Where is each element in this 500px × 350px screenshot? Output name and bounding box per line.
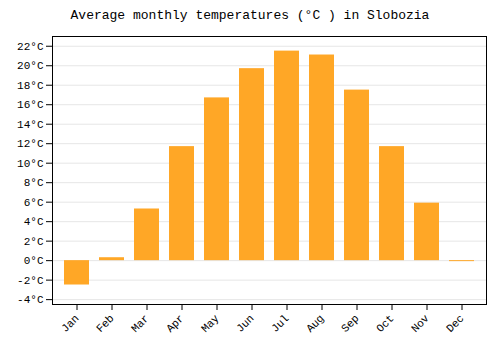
svg-text:6°C: 6°C xyxy=(24,197,44,209)
svg-text:10°C: 10°C xyxy=(17,158,44,170)
svg-text:Dec: Dec xyxy=(444,312,466,334)
svg-text:Oct: Oct xyxy=(374,312,396,334)
svg-text:Jan: Jan xyxy=(59,312,81,334)
svg-text:12°C: 12°C xyxy=(17,138,44,150)
svg-text:16°C: 16°C xyxy=(17,99,44,111)
svg-text:Aug: Aug xyxy=(304,312,326,334)
html-text:Average monthly temperatures (: Average monthly temperatures (°C ) in Sl… xyxy=(70,8,430,23)
svg-text:-2°C: -2°C xyxy=(17,275,44,287)
svg-text:4°C: 4°C xyxy=(24,216,44,228)
svg-text:8°C: 8°C xyxy=(24,177,44,189)
svg-text:0°C: 0°C xyxy=(24,255,44,267)
svg-text:14°C: 14°C xyxy=(17,119,44,131)
svg-text:May: May xyxy=(199,312,222,335)
svg-text:Sep: Sep xyxy=(339,312,361,334)
svg-text:Mar: Mar xyxy=(129,312,151,334)
svg-text:Apr: Apr xyxy=(164,312,186,334)
svg-text:Nov: Nov xyxy=(409,312,432,335)
svg-text:Jul: Jul xyxy=(269,312,291,334)
svg-text:18°C: 18°C xyxy=(17,80,44,92)
svg-text:22°C: 22°C xyxy=(17,41,44,53)
svg-text:2°C: 2°C xyxy=(24,236,44,248)
svg-text:Jun: Jun xyxy=(234,312,256,334)
svg-text:-4°C: -4°C xyxy=(17,294,44,306)
svg-text:Feb: Feb xyxy=(94,312,116,334)
svg-text:20°C: 20°C xyxy=(17,60,44,72)
